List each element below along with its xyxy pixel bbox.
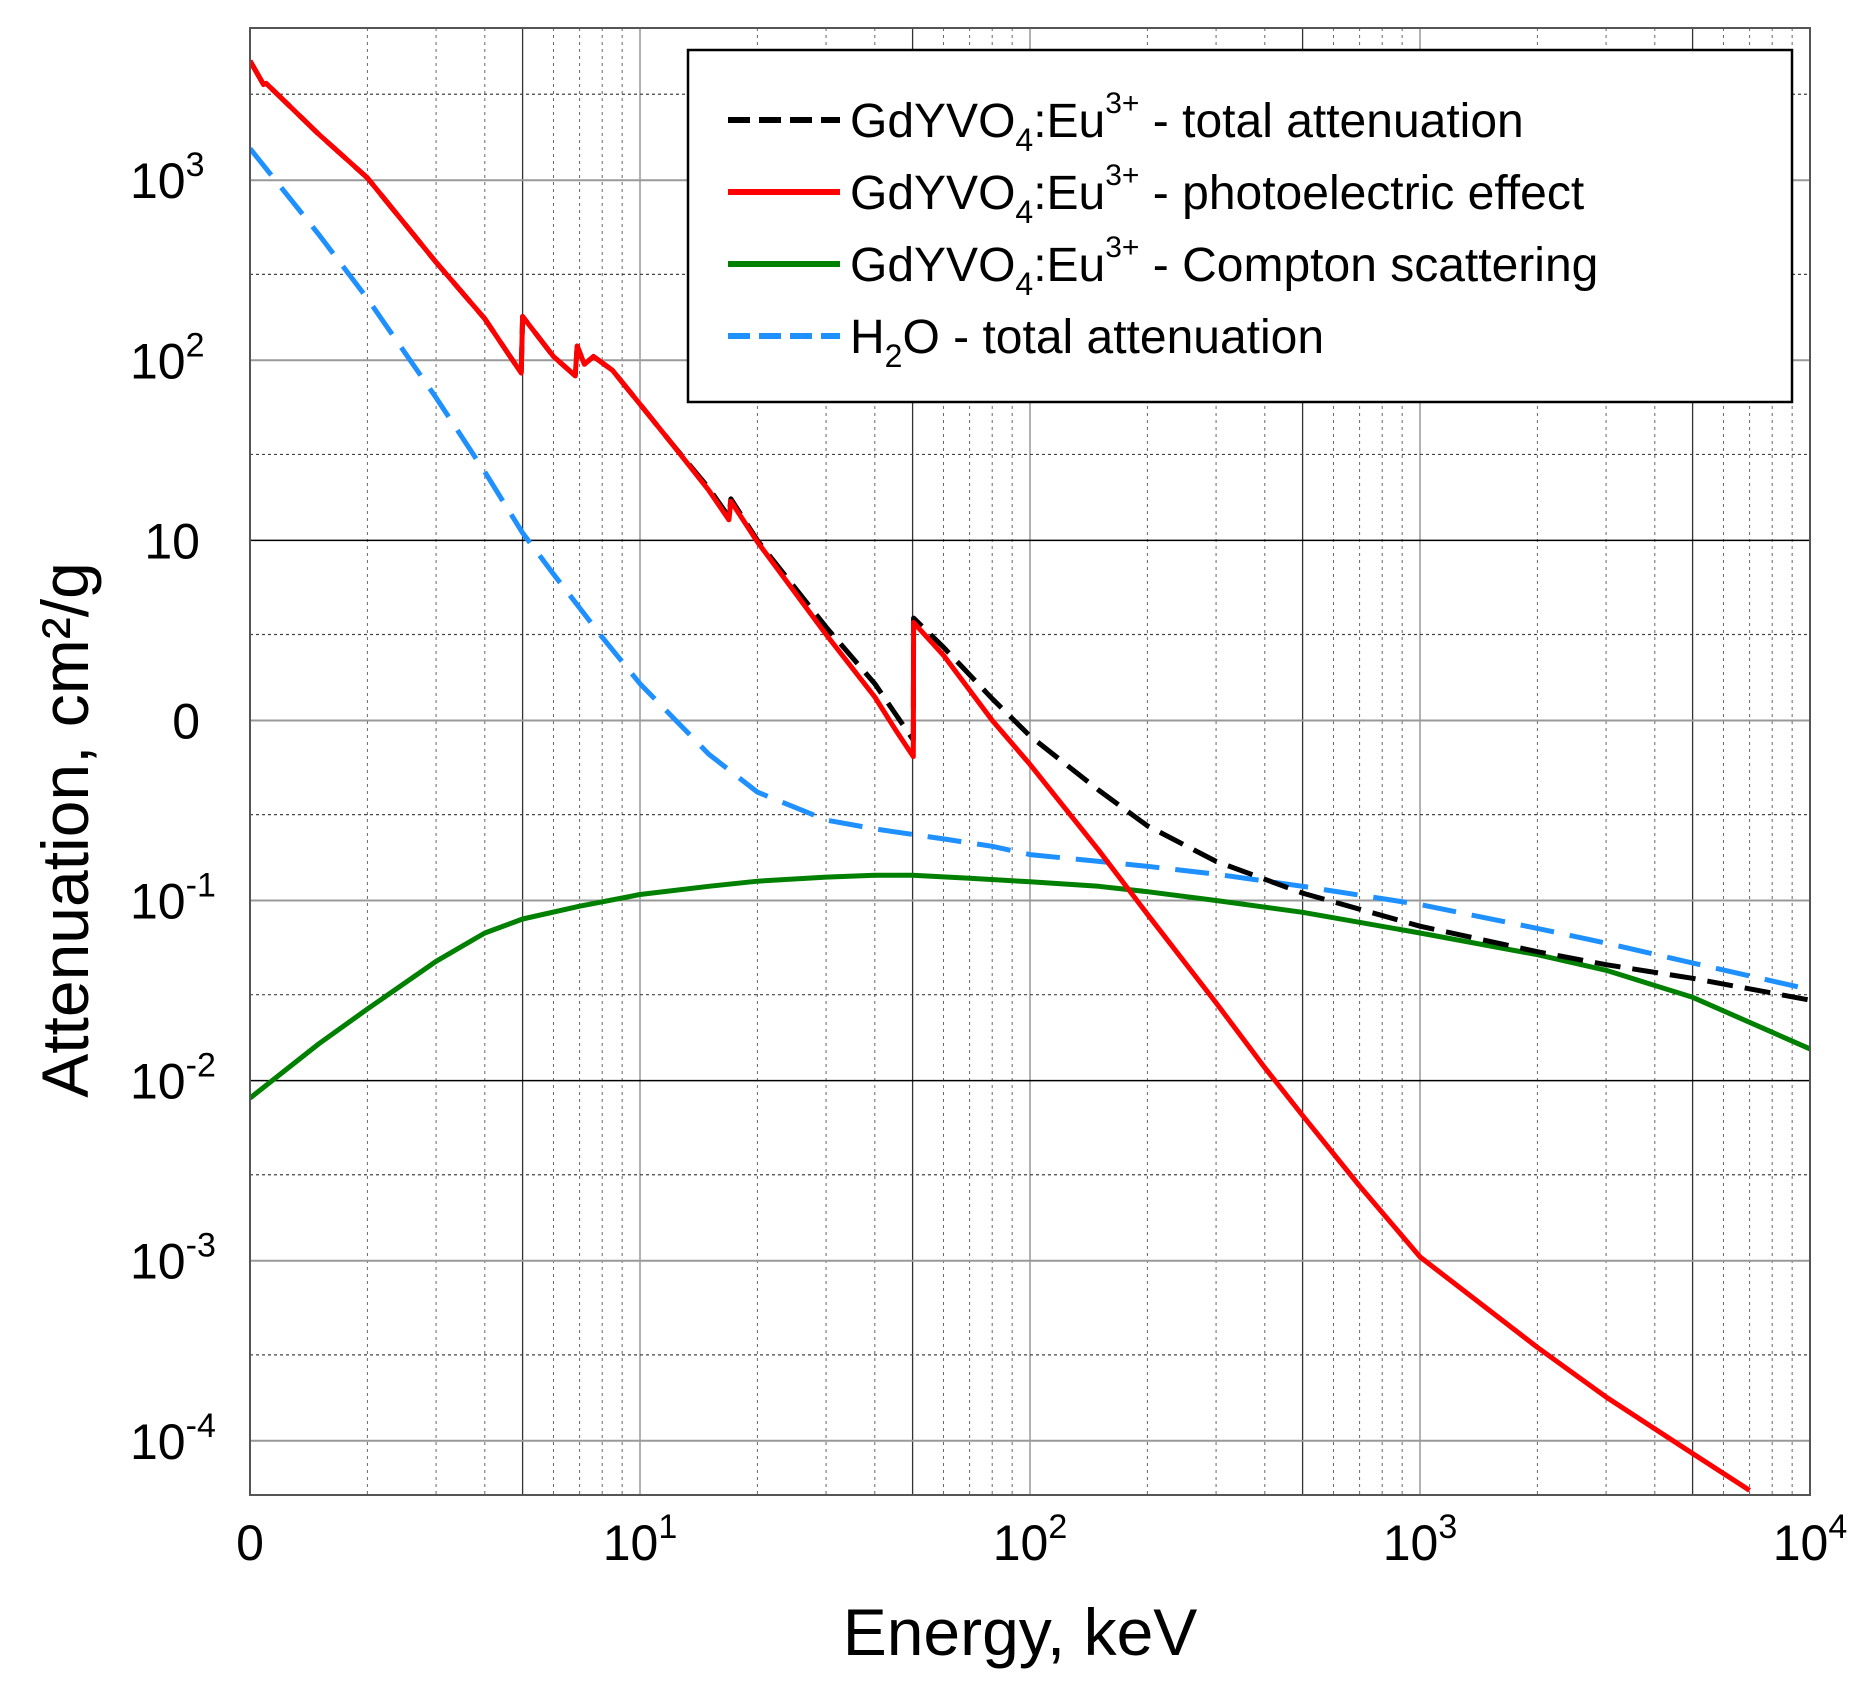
legend-label-3: H2O - total attenuation (850, 311, 1324, 374)
y-tick-label: 10-2 (130, 1047, 216, 1110)
x-tick-label: 102 (993, 1508, 1068, 1571)
plot-frame (249, 27, 1811, 1496)
series-layer (250, 59, 1810, 1493)
y-tick-label: 10-3 (130, 1227, 216, 1290)
x-axis-title: Energy, keV (843, 1595, 1198, 1669)
y-tick-label: 10 (144, 513, 200, 569)
y-tick-label: 10-4 (130, 1407, 216, 1470)
y-tick-labels: 10-4 10-3 10-2 10-1 0 10 102 103 (130, 146, 216, 1470)
series-line-1 (250, 59, 1751, 1493)
x-tick-label: 101 (603, 1508, 678, 1571)
series-line-2 (250, 872, 1810, 1101)
legend-label-1: GdYVO4:Eu3+ - photoelectric effect (850, 159, 1584, 230)
legend-label-0: GdYVO4:Eu3+ - total attenuation (850, 87, 1524, 158)
y-axis-title: Attenuation, cm²/g (28, 562, 102, 1098)
y-tick-label: 103 (130, 146, 205, 209)
x-tick-label: 104 (1773, 1508, 1848, 1571)
x-tick-label: 0 (236, 1515, 264, 1571)
y-tick-label: 0 (172, 693, 200, 749)
y-tick-label: 10-1 (130, 867, 216, 930)
legend-label-2: GdYVO4:Eu3+ - Compton scattering (850, 231, 1598, 302)
x-tick-label: 103 (1383, 1508, 1458, 1571)
legend: GdYVO4:Eu3+ - total attenuationGdYVO4:Eu… (686, 48, 1794, 404)
legend-box (686, 48, 1794, 404)
x-tick-labels: 0 101 102 103 104 (236, 1508, 1847, 1571)
y-tick-label: 102 (130, 326, 205, 389)
